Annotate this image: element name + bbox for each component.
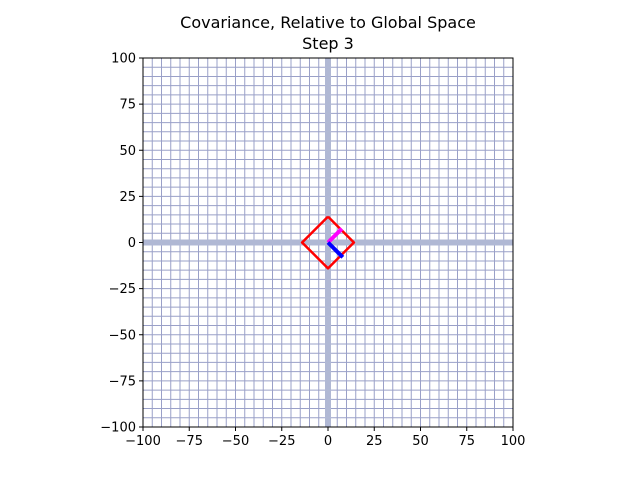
vector-2 xyxy=(326,241,345,259)
y-tick-label: −50 xyxy=(109,328,136,343)
y-tick-label: −75 xyxy=(109,374,136,389)
ticks: −100 −75 −50 −25 0 25 50 75 100 −100 −75 −50 −25 0 25 5… xyxy=(100,52,525,450)
x-tick-label: 0 xyxy=(324,434,332,449)
x-tick-label: 50 xyxy=(412,434,429,449)
x-tick-label: 100 xyxy=(501,434,526,449)
y-tick-label: 0 xyxy=(128,236,136,251)
y-tick-label: 25 xyxy=(119,190,136,205)
x-tick-label: 25 xyxy=(366,434,383,449)
x-tick-label: −100 xyxy=(125,434,161,449)
x-tick-label: −75 xyxy=(176,434,203,449)
y-tick-label: −25 xyxy=(109,282,136,297)
chart-title: Covariance, Relative to Global Space xyxy=(180,13,476,32)
y-tick-label: −100 xyxy=(100,421,136,436)
x-tick-label: 75 xyxy=(458,434,475,449)
chart-subtitle: Step 3 xyxy=(302,34,354,53)
y-tick-label: 100 xyxy=(111,52,136,67)
x-tick-label: −25 xyxy=(268,434,295,449)
y-tick-label: 75 xyxy=(119,98,136,113)
x-tick-label: −50 xyxy=(222,434,249,449)
covariance-shape xyxy=(300,215,356,270)
series-layer xyxy=(300,215,356,270)
y-tick-label: 50 xyxy=(119,144,136,159)
vector-1 xyxy=(326,227,344,244)
